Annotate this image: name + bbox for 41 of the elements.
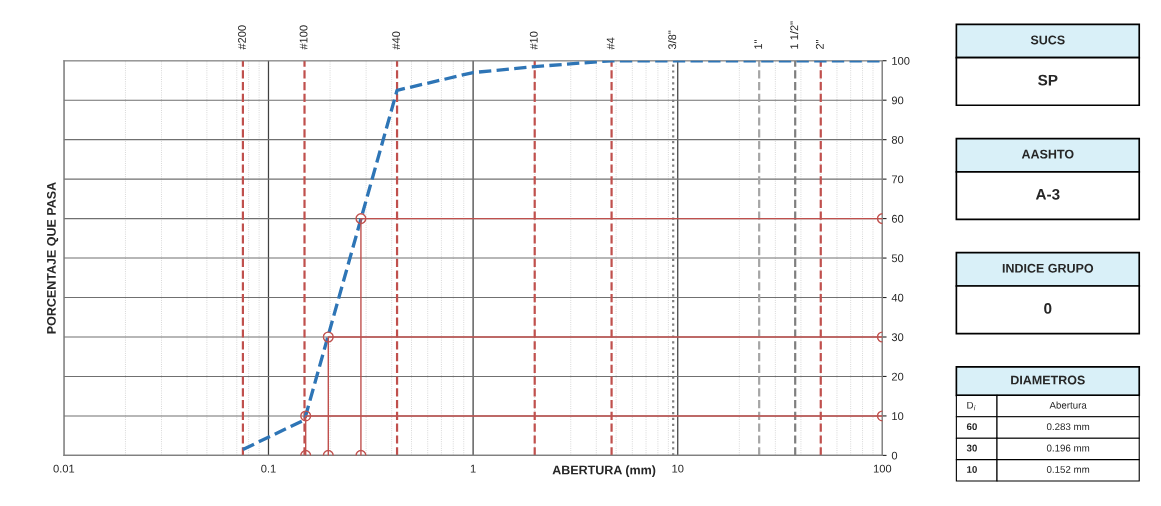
annotation: #40 [392,31,401,50]
annotation: 1" [754,39,763,49]
text: SP [1038,74,1058,86]
x-axis-title: ABERTURA (mm) [552,465,656,477]
text: 0.283 mm [1046,423,1090,431]
y-axis-title: PORCENTAJE QUE PASA [46,182,59,334]
text: 0.152 mm [1046,466,1090,473]
text: 30 [966,444,977,452]
x-tick-label: 10 [672,464,684,473]
text: INDICE GRUPO [1002,263,1094,273]
text: DIAMETROS [1011,375,1085,385]
y-tick-label: 80 [891,135,904,144]
x-tick-label: 100 [873,464,892,473]
text: A-3 [1035,188,1060,200]
annotation: #4 [606,37,615,50]
annotation: 2" [815,39,824,50]
annotation: #100 [299,25,308,50]
y-tick-label: 60 [891,214,904,223]
text: AASHTO [1021,149,1074,159]
y-tick-label: 100 [892,56,910,65]
y-tick-label: 20 [891,372,904,381]
annotation: 1 1/2" [790,21,799,49]
text: 0.196 mm [1046,444,1090,452]
y-tick-label: 30 [891,333,904,342]
y-tick-label: 40 [891,293,904,302]
y-tick-label: 0 [891,451,898,460]
y-tick-label: 10 [892,412,904,421]
text: Abertura [1049,401,1087,409]
text: SUCS [1030,35,1065,45]
annotation: #10 [529,31,538,50]
annotation: #200 [238,25,246,50]
y-tick-label: 90 [891,96,904,105]
x-tick-label: 1 [470,464,476,473]
x-tick-label: 0.1 [261,464,276,473]
text: 0 [1044,303,1052,314]
text: D$_{i}$ [967,401,976,411]
x-tick-label: 0.01 [53,464,75,473]
text: 60 [966,423,977,431]
annotation: 3/8" [668,30,677,50]
y-tick-label: 50 [891,254,904,263]
y-tick-label: 70 [891,175,904,184]
